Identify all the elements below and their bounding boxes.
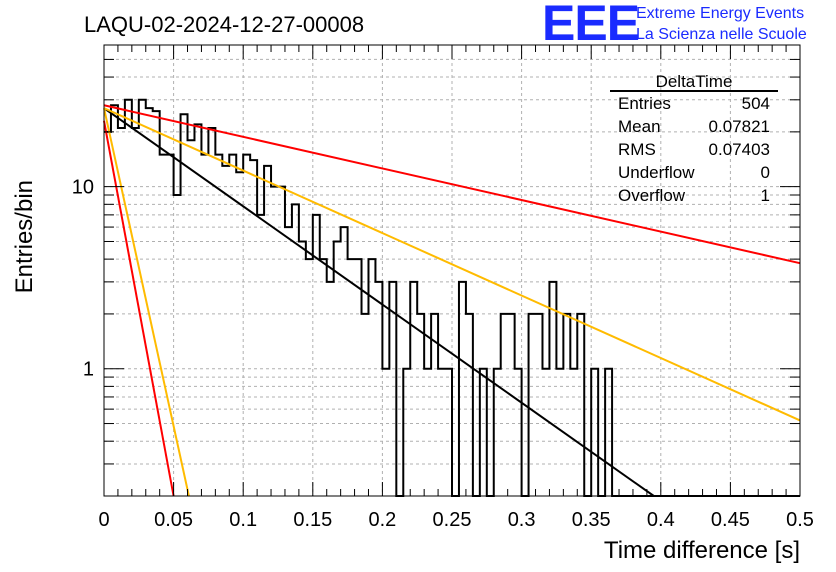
logo-line-1: Extreme Energy Events [636, 5, 804, 22]
y-tick-label: 10 [72, 177, 94, 199]
stats-title: DeltaTime [656, 72, 733, 91]
x-tick-label: 0.35 [572, 509, 611, 531]
x-tick-label: 0 [98, 509, 109, 531]
x-tick-label: 0.5 [786, 509, 814, 531]
grid [104, 44, 800, 497]
stats-box: DeltaTime Entries 504 Mean 0.07821 RMS 0… [610, 72, 778, 205]
x-tick-label: 0.15 [293, 509, 332, 531]
fit-line [103, 107, 801, 422]
stats-value: 1 [761, 186, 770, 205]
x-tick-label: 0.2 [368, 509, 396, 531]
x-tick-label: 0.3 [508, 509, 536, 531]
stats-value: 0.07821 [709, 117, 770, 136]
stats-value: 0.07403 [709, 140, 770, 159]
stats-label: RMS [618, 140, 656, 159]
chart-title: LAQU-02-2024-12-27-00008 [84, 12, 364, 37]
fit-line [103, 104, 801, 265]
y-axis-label: Entries/bin [11, 180, 38, 293]
stats-label: Mean [618, 117, 661, 136]
x-axis-label: Time difference [s] [604, 537, 800, 564]
x-tick-label: 0.25 [433, 509, 472, 531]
x-tick-label: 0.1 [229, 509, 257, 531]
fit-lines-layer [103, 104, 801, 497]
stats-label: Entries [618, 94, 671, 113]
stats-label: Underflow [618, 163, 695, 182]
eee-logo: EEE [542, 0, 639, 51]
logo-line-2: La Scienza nelle Scuole [636, 26, 807, 43]
fit-line [103, 107, 190, 497]
fit-line [103, 120, 175, 497]
fit-line [103, 107, 655, 497]
x-tick-label: 0.45 [711, 509, 750, 531]
stats-label: Overflow [618, 186, 686, 205]
stats-value: 504 [742, 94, 770, 113]
y-tick-label: 1 [83, 359, 94, 381]
stats-value: 0 [761, 163, 770, 182]
x-tick-label: 0.4 [647, 509, 675, 531]
x-tick-label: 0.05 [154, 509, 193, 531]
